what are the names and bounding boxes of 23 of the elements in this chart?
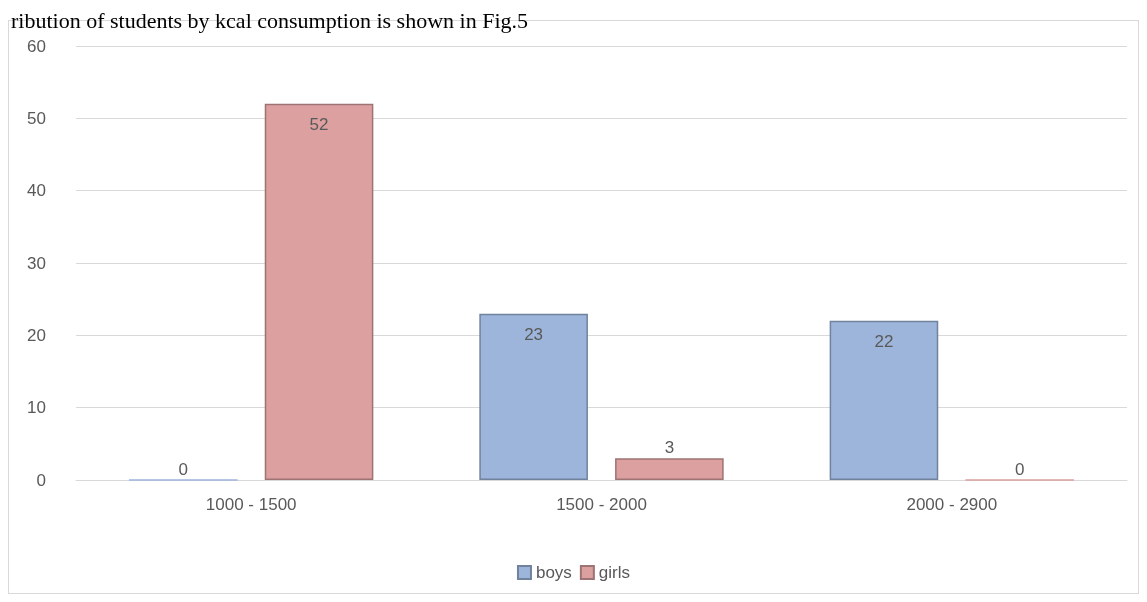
data-label: 0 bbox=[178, 459, 189, 479]
legend-label: boys bbox=[535, 563, 572, 582]
y-tick-label: 20 bbox=[27, 325, 46, 345]
y-tick-label: 60 bbox=[27, 36, 46, 56]
x-tick-label: 1500 - 2000 bbox=[556, 495, 647, 514]
bar bbox=[615, 458, 724, 480]
bar bbox=[264, 103, 374, 480]
y-tick-label: 0 bbox=[36, 470, 46, 490]
bar bbox=[479, 313, 588, 480]
chart-title: ribution of students by kcal consumption is shown in Fig.5 bbox=[11, 7, 528, 33]
data-label: 0 bbox=[1014, 459, 1025, 479]
data-label: 52 bbox=[309, 114, 329, 134]
x-tick-label: 1000 - 1500 bbox=[205, 495, 297, 514]
data-label: 22 bbox=[874, 331, 894, 351]
data-label: 3 bbox=[664, 438, 675, 458]
x-tick-label: 2000 - 2900 bbox=[906, 495, 998, 514]
y-tick-label: 40 bbox=[27, 181, 46, 201]
y-tick-label: 10 bbox=[27, 398, 46, 418]
y-tick-label: 30 bbox=[27, 253, 46, 273]
data-label: 23 bbox=[524, 324, 544, 344]
y-tick-label: 50 bbox=[27, 108, 46, 128]
legend-label: girls bbox=[598, 563, 631, 582]
bar bbox=[829, 320, 939, 480]
